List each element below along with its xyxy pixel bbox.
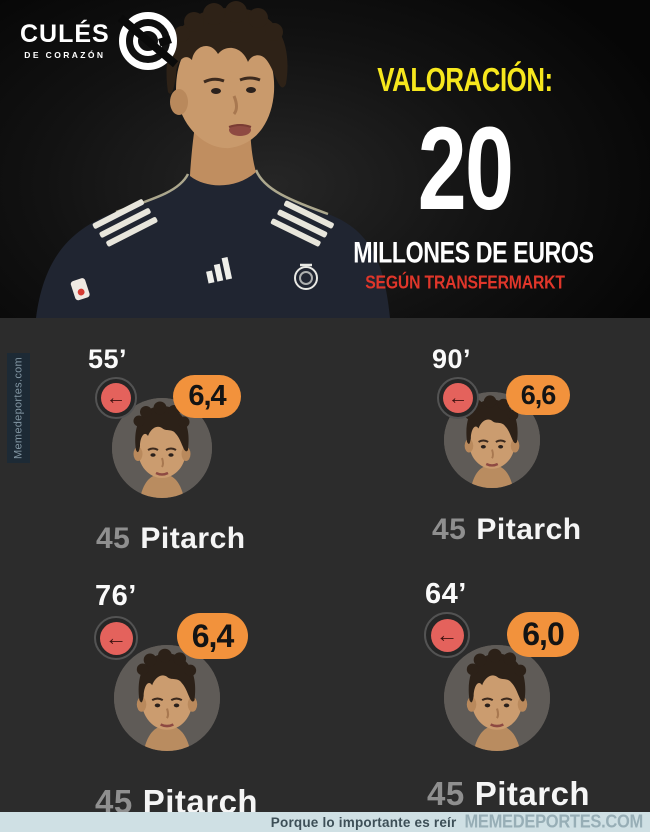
substitution-minute: 76’ xyxy=(95,580,137,612)
player-number: 45 xyxy=(96,522,131,555)
logo-subtitle: DE CORAZÓN xyxy=(24,50,106,60)
sub-out-ring: ← xyxy=(437,377,479,419)
player-name: Pitarch xyxy=(476,513,582,546)
logo-title: CULÉS xyxy=(20,20,110,48)
rating-card: 55’ ← xyxy=(88,344,298,579)
logo-emblem-icon xyxy=(117,12,178,70)
valuation-amount: 20 xyxy=(417,102,514,236)
footer-brand: MEMEDEPORTES.COM xyxy=(464,811,643,832)
player-avatar xyxy=(444,645,550,751)
player-name: Pitarch xyxy=(474,775,591,812)
sub-out-icon: ← xyxy=(99,621,133,655)
side-watermark: Memedeportes.com xyxy=(7,353,30,463)
valuation-source: SEGÚN TRANSFERMARKT xyxy=(365,271,565,293)
substitution-minute: 64’ xyxy=(425,578,467,610)
rating-card: 64’ ← xyxy=(424,578,635,813)
player-number: 45 xyxy=(427,775,465,812)
player-label: 45 Pitarch xyxy=(427,775,590,813)
player-label: 45 Pitarch xyxy=(96,522,246,556)
sub-out-icon: ← xyxy=(443,383,473,413)
rating-badge: 6,0 xyxy=(507,612,579,657)
rating-badge: 6,6 xyxy=(506,375,570,415)
rating-card: 76’ ← xyxy=(93,580,303,820)
hero-section: CULÉS DE CORAZÓN VALORACIÓN: 20 MILLONES… xyxy=(0,0,650,318)
rating-badge: 6,4 xyxy=(173,375,241,418)
player-photo xyxy=(36,1,390,318)
substitution-minute: 55’ xyxy=(88,344,128,374)
substitution-minute: 90’ xyxy=(432,344,472,374)
footer-tagline: Porque lo importante es reír xyxy=(270,814,457,830)
sub-out-ring: ← xyxy=(94,616,138,660)
sub-out-icon: ← xyxy=(101,383,131,413)
valuation-block: VALORACIÓN: 20 MILLONES DE EUROS SEGÚN T… xyxy=(335,0,595,318)
footer-bar: Porque lo importante es reír MEMEDEPORTE… xyxy=(0,811,650,832)
player-number: 45 xyxy=(432,513,467,546)
valuation-unit: MILLONES DE EUROS xyxy=(353,236,594,269)
cules-de-corazon-logo: CULÉS DE CORAZÓN xyxy=(20,12,178,70)
rating-card: 90’ ← xyxy=(430,344,640,579)
rating-badge: 6,4 xyxy=(177,613,248,659)
player-label: 45 Pitarch xyxy=(432,513,582,547)
sub-out-icon: ← xyxy=(430,618,464,652)
sub-out-ring: ← xyxy=(95,377,137,419)
sub-out-ring: ← xyxy=(424,612,470,658)
valuation-label: VALORACIÓN: xyxy=(377,62,553,99)
player-avatar xyxy=(114,645,220,751)
player-name: Pitarch xyxy=(140,522,246,555)
